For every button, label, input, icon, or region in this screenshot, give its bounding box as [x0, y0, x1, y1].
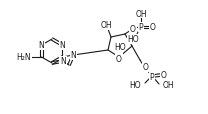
- Text: OH: OH: [135, 9, 147, 18]
- Text: N: N: [59, 41, 65, 50]
- Text: O: O: [116, 54, 122, 63]
- Text: HO: HO: [129, 81, 141, 90]
- Text: HO: HO: [127, 35, 139, 44]
- Text: O: O: [143, 63, 149, 72]
- Text: O: O: [150, 23, 156, 32]
- Text: P: P: [139, 23, 143, 32]
- Text: HO: HO: [114, 42, 126, 51]
- Text: OH: OH: [163, 81, 175, 90]
- Text: N: N: [71, 51, 76, 60]
- Text: N: N: [60, 57, 66, 66]
- Text: OH: OH: [100, 21, 112, 30]
- Text: N: N: [39, 41, 45, 50]
- Text: O: O: [161, 71, 167, 80]
- Text: H₂N: H₂N: [16, 53, 31, 62]
- Text: O: O: [130, 24, 136, 33]
- Text: P: P: [150, 72, 154, 81]
